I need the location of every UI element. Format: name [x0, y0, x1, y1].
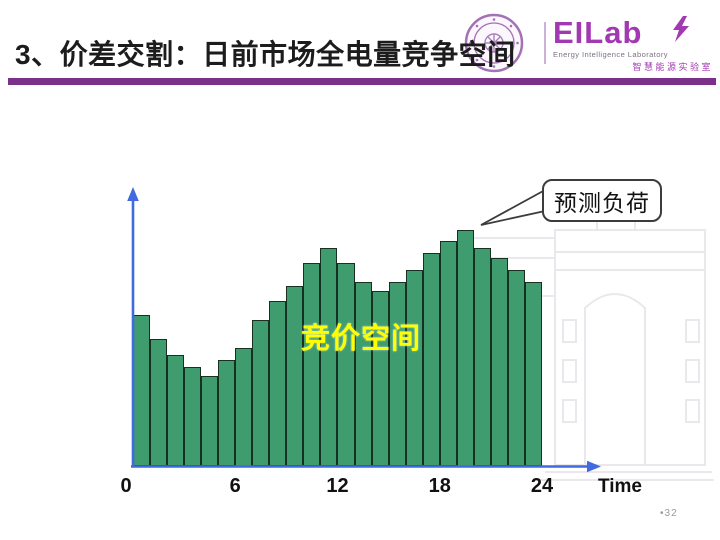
university-seal-logo	[464, 13, 524, 73]
x-tick-0: 0	[120, 475, 132, 497]
x-tick-24: 24	[530, 475, 554, 497]
x-tick-12: 12	[326, 475, 349, 497]
load-bar-hour-6	[218, 359, 236, 467]
load-bar-hour-7	[235, 348, 253, 467]
load-bar-hour-24	[524, 281, 542, 467]
logo-divider-line	[544, 22, 546, 64]
load-bar-hour-1	[133, 314, 151, 467]
x-tick-18: 18	[428, 475, 451, 497]
load-bar-hour-2	[150, 338, 168, 467]
eilab-logo: EILab Energy Intelligence Laboratory 智慧能…	[553, 15, 713, 73]
load-bar-hour-17	[405, 269, 423, 467]
load-bar-hour-14	[354, 281, 372, 467]
load-bar-hour-11	[303, 262, 321, 467]
load-bar-hour-23	[507, 269, 525, 467]
x-axis-title: Time	[598, 476, 643, 497]
eilab-subtitle-en: Energy Intelligence Laboratory	[553, 50, 669, 59]
load-bar-hour-9	[269, 300, 287, 467]
eilab-wordmark: EILab	[553, 15, 643, 50]
eilab-subtitle-cn: 智慧能源实验室	[632, 62, 713, 72]
bidding-space-label: 竞价空间	[301, 323, 422, 355]
title-divider-bar	[8, 78, 716, 85]
load-bar-hour-22	[490, 257, 508, 467]
load-bar-hour-8	[252, 319, 270, 467]
lightning-bolt-icon	[673, 16, 689, 42]
load-bar-hour-16	[388, 281, 406, 467]
load-bar-hour-18	[422, 253, 440, 467]
load-bar-hour-10	[286, 286, 304, 467]
load-bar-hour-12	[320, 248, 338, 467]
load-bar-hour-19	[439, 241, 457, 467]
page-number: •32	[660, 508, 678, 519]
load-bar-hour-5	[201, 376, 219, 467]
x-tick-6: 6	[229, 475, 241, 497]
load-bar-hour-20	[456, 229, 474, 467]
load-bar-hour-3	[167, 355, 185, 467]
forecast-load-callout: 预测负荷	[542, 179, 662, 222]
slide-title: 3、价差交割：日前市场全电量竞争空间	[15, 39, 516, 70]
load-bar-hour-13	[337, 262, 355, 467]
load-bar-hour-4	[184, 366, 202, 467]
load-bar-hour-21	[473, 248, 491, 467]
